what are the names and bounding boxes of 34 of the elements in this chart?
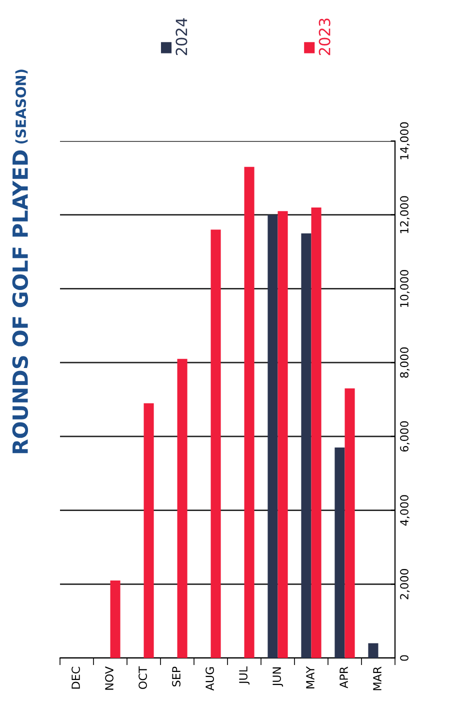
bar [334, 448, 345, 658]
bar [368, 643, 378, 658]
bar [268, 214, 278, 658]
text: ROUNDS OF GOLF PLAYED [12, 150, 28, 454]
x-tick-label: MAY [306, 666, 314, 688]
y-tick-label: 14,000 [400, 122, 410, 160]
y-tick-label: 12,000 [400, 196, 410, 234]
bar [301, 233, 312, 658]
x-tick-label: JUN [272, 667, 284, 687]
x-tick-label: JUL [239, 666, 250, 685]
bar [144, 403, 154, 658]
x-tick-label: NOV [105, 666, 114, 690]
y-tick-label: 6,000 [400, 421, 410, 452]
y-tick-label: 0 [400, 655, 408, 661]
bar [177, 358, 188, 658]
y-tick-label: 10,000 [400, 270, 410, 307]
y-tick-label: 2,000 [400, 568, 410, 600]
x-tick-label: APR [340, 666, 348, 688]
bar [244, 166, 254, 658]
x-tick-label: MAR [373, 666, 382, 690]
chart-subtitle: (SEASON) [15, 70, 28, 144]
text: 2024 [176, 18, 188, 56]
bar [110, 580, 120, 658]
x-tick-label: SEP [172, 666, 180, 686]
text: 2023 [318, 18, 330, 56]
bar [278, 211, 288, 658]
y-tick-label: 4,000 [400, 495, 410, 526]
x-tick-label: AUG [206, 667, 214, 691]
bar [311, 207, 322, 658]
bar [210, 230, 221, 658]
x-tick-label: DEC [72, 666, 80, 689]
y-tick-label: 8,000 [400, 347, 410, 378]
x-tick-label: OCT [138, 666, 147, 689]
bar [344, 388, 355, 658]
